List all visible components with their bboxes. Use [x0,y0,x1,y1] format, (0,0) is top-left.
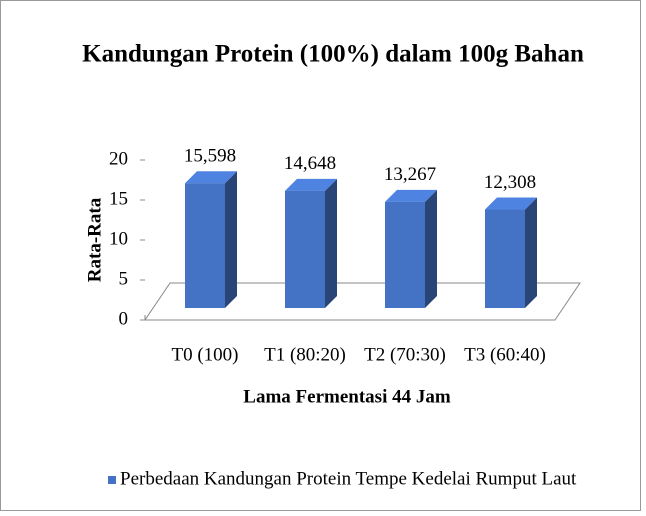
x-tick-label: T2 (70:30) [364,344,446,365]
x-tick-label: T3 (60:40) [464,344,546,365]
bar-side [225,171,237,308]
bar-top [485,197,537,210]
bar-side [425,189,437,308]
value-label: 13,267 [384,164,436,185]
value-label: 14,648 [284,153,336,174]
bar [185,183,225,308]
chart-title: Kandungan Protein (100%) dalam 100g Baha… [82,41,584,68]
y-tick-label: 15 [109,188,128,209]
bar-top [385,189,437,202]
bar [485,209,525,308]
floor [144,282,581,321]
value-label: 15,598 [184,146,236,167]
y-tick-label: 0 [119,308,129,329]
y-tick-label: 5 [119,268,129,289]
legend-label: Perbedaan Kandungan Protein Tempe Kedela… [120,468,577,489]
bar-top [285,178,337,191]
x-axis-label: Lama Fermentasi 44 Jam [243,386,451,407]
y-tick-label: 10 [109,228,128,249]
value-label: 12,308 [484,172,536,193]
x-tick-label: T0 (100) [171,344,238,365]
bar-side [325,178,337,308]
bar [285,190,325,308]
x-tick-label: T1 (80:20) [264,344,346,365]
bar [385,201,425,308]
bar-top [185,171,237,184]
bar-side [525,197,537,308]
y-axis-label: Rata-Rata [84,197,105,282]
legend-swatch [108,476,116,484]
y-tick-label: 20 [109,148,128,169]
